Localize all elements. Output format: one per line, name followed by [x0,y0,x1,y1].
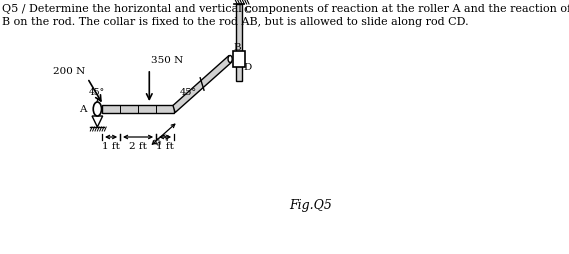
Polygon shape [102,105,174,113]
Text: 1 ft: 1 ft [102,142,120,151]
Text: 2 ft: 2 ft [129,142,147,151]
Text: A: A [79,104,86,114]
Text: 45°: 45° [180,88,197,97]
Text: D: D [244,62,252,71]
Text: Fig.Q5: Fig.Q5 [289,199,332,213]
Text: Q5 / Determine the horizontal and vertical components of reaction at the roller : Q5 / Determine the horizontal and vertic… [2,4,569,27]
Text: 350 N: 350 N [151,56,183,65]
Polygon shape [173,55,231,113]
Polygon shape [233,51,245,67]
Text: 45°: 45° [89,88,105,97]
Text: B: B [233,43,241,52]
Circle shape [93,102,101,116]
Polygon shape [92,116,102,127]
Text: 200 N: 200 N [53,67,85,76]
Text: 4 ft: 4 ft [151,129,170,145]
Circle shape [228,56,232,62]
Text: 1 ft: 1 ft [156,142,174,151]
Polygon shape [236,4,242,81]
Text: C: C [244,6,251,15]
